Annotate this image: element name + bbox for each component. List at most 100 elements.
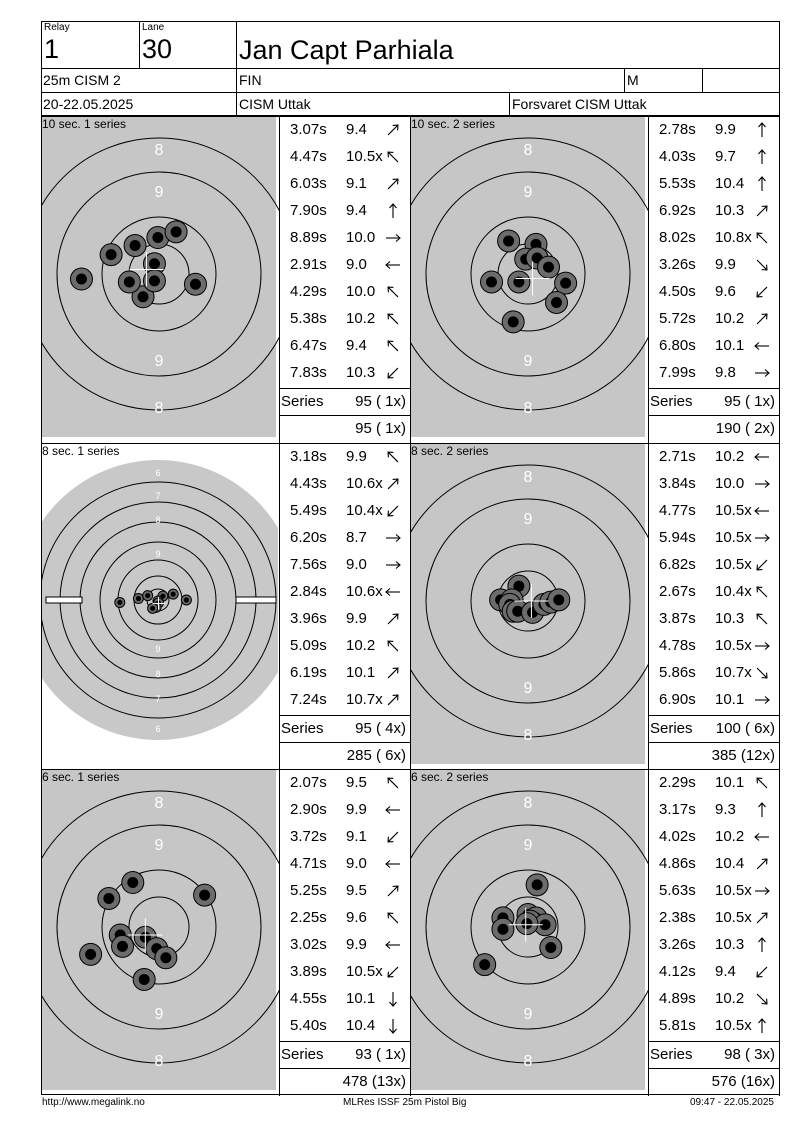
shot-row: 7.99s 9.8 [648, 359, 779, 386]
shot-time: 5.94s [659, 529, 696, 546]
shot-row: 7.90s 9.4 [279, 197, 410, 224]
shot-score: 9.1 [346, 828, 367, 845]
shot-hole [193, 883, 217, 907]
direction-arrow-icon [756, 613, 768, 625]
shot-score: 10.3 [715, 610, 745, 627]
shot-hole [501, 310, 525, 334]
ring-number: 9 [155, 549, 160, 559]
footer-timestamp: 09:47 - 22.05.2025 [690, 1097, 774, 1108]
ring-labels-top: 5 6 7 8 9 [155, 444, 160, 559]
series-label: Series [281, 720, 324, 737]
event-name: 25m CISM 2 [43, 72, 121, 88]
shot-score: 10.5x [346, 963, 383, 980]
shot-row: 3.02s 9.9 [279, 931, 410, 958]
shot-score: 10.3 [346, 364, 376, 381]
shot-time: 5.25s [290, 882, 327, 899]
shot-time: 4.71s [290, 855, 327, 872]
shot-hole [114, 596, 126, 608]
shot-hole [525, 873, 549, 897]
direction-arrow-icon [756, 259, 768, 271]
shooter-name: Jan Capt Parhiala [239, 35, 454, 65]
shot-hole [547, 588, 571, 612]
shot-row: 3.18s 9.9 [279, 443, 410, 470]
shot-row: 5.86s 10.7x [648, 659, 779, 686]
shot-time: 4.78s [659, 637, 696, 654]
shot-score: 9.9 [346, 801, 367, 818]
series-title: 8 sec. 1 series [42, 444, 120, 458]
shot-time: 6.20s [290, 529, 327, 546]
shot-row: 3.07s 9.4 [279, 116, 410, 143]
shot-time: 8.89s [290, 229, 327, 246]
shot-time: 3.02s [290, 936, 327, 953]
shot-hole [554, 271, 578, 295]
shot-hole [79, 942, 103, 966]
shot-score: 10.3 [715, 202, 745, 219]
shot-row: 2.71s 10.2 [648, 443, 779, 470]
shot-time: 5.53s [659, 175, 696, 192]
shot-time: 6.90s [659, 691, 696, 708]
shot-time: 2.78s [659, 121, 696, 138]
direction-arrow-icon [758, 802, 766, 817]
shot-time: 4.50s [659, 283, 696, 300]
shot-row: 4.71s 9.0 [279, 850, 410, 877]
shot-score: 9.4 [346, 202, 367, 219]
shot-score: 9.0 [346, 556, 367, 573]
shot-score: 10.4x [715, 583, 752, 600]
ring-number: 9 [155, 353, 164, 370]
shot-hole [480, 270, 504, 294]
shot-row: 2.07s 9.5 [279, 769, 410, 796]
shot-row: 5.40s 10.4 [279, 1012, 410, 1039]
shot-hole [147, 602, 159, 614]
shot-score: 10.8x [715, 229, 752, 246]
direction-arrow-icon [387, 478, 399, 490]
shot-hole [117, 270, 141, 294]
shot-score: 10.6x [346, 583, 383, 600]
shot-time: 7.90s [290, 202, 327, 219]
shot-row: 5.38s 10.2 [279, 305, 410, 332]
shot-time: 2.67s [659, 583, 696, 600]
shot-hole [533, 913, 557, 937]
shot-time: 5.86s [659, 664, 696, 681]
shot-row: 8.89s 10.0 [279, 224, 410, 251]
direction-arrow-icon [385, 860, 400, 868]
shot-score: 10.1 [346, 990, 376, 1007]
shot-score: 10.5x [715, 1017, 752, 1034]
series-label: Series [281, 1046, 324, 1063]
shot-row: 4.47s 10.5x [279, 143, 410, 170]
shot-score: 10.0 [715, 475, 745, 492]
direction-arrow-icon [387, 286, 399, 298]
shot-time: 4.89s [659, 990, 696, 1007]
direction-arrow-icon [755, 696, 770, 704]
group-center-marker [514, 584, 549, 618]
shot-time: 3.18s [290, 448, 327, 465]
direction-arrow-icon [387, 613, 399, 625]
shot-time: 5.72s [659, 310, 696, 327]
shot-row: 2.91s 9.0 [279, 251, 410, 278]
shot-row: 5.63s 10.5x [648, 877, 779, 904]
shot-score: 10.7x [715, 664, 752, 681]
direction-arrow-icon [755, 642, 770, 650]
shot-time: 7.56s [290, 556, 327, 573]
target-6: 8 9 9 8 [411, 770, 649, 1090]
direction-arrow-icon [755, 534, 770, 542]
shot-score: 10.2 [346, 310, 376, 327]
series-title: 8 sec. 2 series [411, 444, 489, 458]
ring-number: 9 [524, 511, 533, 528]
shot-hole [164, 220, 188, 244]
shot-time: 4.77s [659, 502, 696, 519]
shot-score: 10.4 [715, 855, 745, 872]
shot-row: 3.26s 10.3 [648, 931, 779, 958]
shot-score: 9.4 [346, 337, 367, 354]
shot-hole [132, 967, 156, 991]
shot-row: 5.72s 10.2 [648, 305, 779, 332]
shot-row: 4.02s 10.2 [648, 823, 779, 850]
direction-arrow-icon [387, 912, 399, 924]
direction-arrow-icon [386, 234, 401, 242]
shot-hole [167, 588, 179, 600]
ring-number: 5 [155, 750, 160, 760]
shot-row: 2.38s 10.5x [648, 904, 779, 931]
shot-score: 10.0 [346, 283, 376, 300]
shot-score: 9.0 [346, 855, 367, 872]
running-total: 576 (16x) [711, 1073, 775, 1090]
group-center-marker [152, 597, 165, 610]
